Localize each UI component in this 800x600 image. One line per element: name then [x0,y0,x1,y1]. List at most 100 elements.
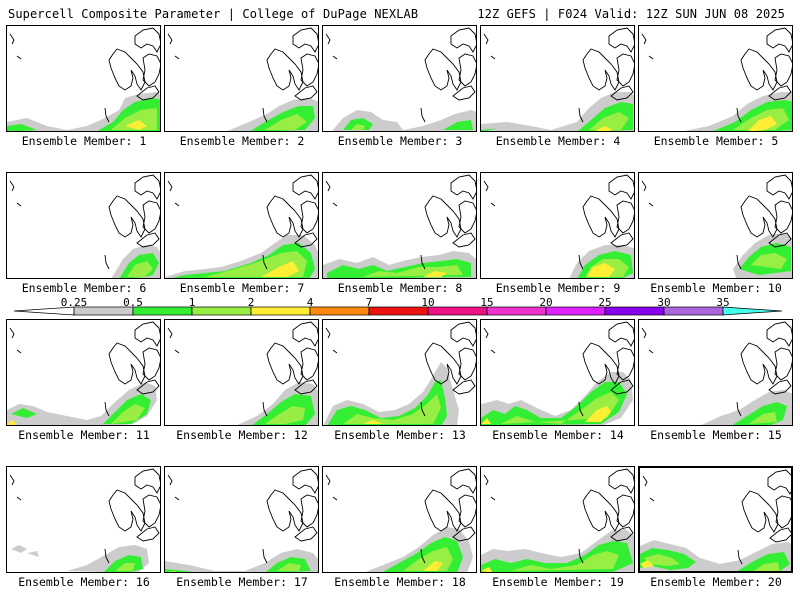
coastline-fragment [16,55,22,60]
legend-tick-label: 0.25 [61,296,88,309]
legend-tick-label: 25 [598,296,611,309]
coastline-fragment [736,254,742,270]
coastline-fragment [642,475,648,487]
coastline-fragment [649,497,655,502]
scp-contour [11,394,151,424]
coastline-fragment [483,474,489,486]
scp-contour [127,261,153,277]
member-map-7[interactable] [164,172,319,279]
coastline-fragment [262,254,268,270]
member-map-18[interactable] [322,466,477,573]
member-map-4[interactable] [480,25,635,132]
legend-tick-label: 35 [716,296,729,309]
scp-contour [111,108,157,130]
member-map-12[interactable] [164,319,319,426]
member-map-10[interactable] [638,172,793,279]
coastline-fragment [420,107,426,123]
scp-contour [343,394,441,424]
coastline-fragment [174,496,180,501]
coastline-fragment [332,55,338,60]
coastline-fragment [578,548,584,564]
scp-field-map [9,468,160,572]
coastline-fragment [490,202,496,207]
member-map-15[interactable] [638,319,793,426]
coastline-fragment [490,55,496,60]
scp-contour [363,420,383,424]
scp-contour [423,561,443,571]
coastline-fragment [16,349,22,354]
coastline-fragment [483,33,489,45]
member-map-2[interactable] [164,25,319,132]
member-label: Ensemble Member: 5 [653,134,779,148]
member-label: Ensemble Member: 19 [492,575,624,589]
member-map-9[interactable] [480,172,635,279]
scp-contour [749,412,777,424]
scp-contour [277,563,301,571]
member-map-8[interactable] [322,172,477,279]
coastline-fragment [736,401,742,417]
member-map-3[interactable] [322,25,477,132]
great-lakes-outline [108,174,160,248]
coastline-fragment [483,180,489,192]
coastline-fragment [641,33,647,45]
member-map-1[interactable] [6,25,161,132]
member-map-17[interactable] [164,466,319,573]
coastline-fragment [737,549,743,565]
coastline-fragment [325,180,331,192]
color-legend: 0.25 0.5 1 2 4 7 10 15 20 25 30 35 [13,296,783,316]
scp-contour [265,406,305,424]
coastline-fragment [648,349,654,354]
scp-field-map [9,174,160,278]
great-lakes-outline [108,27,160,101]
scp-field-map [167,27,318,131]
member-map-14[interactable] [480,319,635,426]
scp-field-map [165,468,318,572]
scp-contour [165,557,311,572]
member-map-11[interactable] [6,319,161,426]
member-map-19[interactable] [480,466,635,573]
great-lakes-outline [740,174,792,248]
scp-field-map [481,27,634,131]
member-label: Ensemble Member: 20 [650,575,782,589]
member-map-13[interactable] [322,319,477,426]
great-lakes-outline [741,469,791,543]
legend-swatch [368,306,429,316]
coastline-fragment [16,496,22,501]
scp-contour [115,563,135,571]
member-label: Ensemble Member: 16 [18,575,150,589]
great-lakes-outline [424,321,476,395]
member-map-5[interactable] [638,25,793,132]
member-label: Ensemble Member: 15 [650,428,782,442]
scp-contour [111,404,145,424]
coastline-fragment [104,107,110,123]
scp-field-map [641,27,792,131]
great-lakes-outline [424,27,476,101]
coastline-fragment [9,474,15,486]
coastline-fragment [167,33,173,45]
legend-over-arrow [722,306,783,316]
coastline-fragment [174,55,180,60]
member-label: Ensemble Member: 12 [176,428,308,442]
member-map-20[interactable] [638,466,793,573]
coastline-fragment [332,202,338,207]
coastline-fragment [578,254,584,270]
legend-swatch [486,306,547,316]
great-lakes-outline [424,468,476,542]
valid-time: 12Z GEFS | F024 Valid: 12Z SUN JUN 08 20… [477,7,785,21]
scp-field-map [483,174,634,278]
coastline-fragment [9,33,15,45]
member-label: Ensemble Member: 9 [495,281,621,295]
great-lakes-outline [582,468,634,542]
great-lakes-outline [266,27,318,101]
great-lakes-outline [266,468,318,542]
great-lakes-outline [582,174,634,248]
coastline-fragment [420,401,426,417]
member-map-16[interactable] [6,466,161,573]
scp-field-map [7,27,160,131]
member-map-6[interactable] [6,172,161,279]
great-lakes-outline [108,321,160,395]
coastline-fragment [16,202,22,207]
coastline-fragment [262,401,268,417]
coastline-fragment [167,180,173,192]
great-lakes-outline [740,321,792,395]
